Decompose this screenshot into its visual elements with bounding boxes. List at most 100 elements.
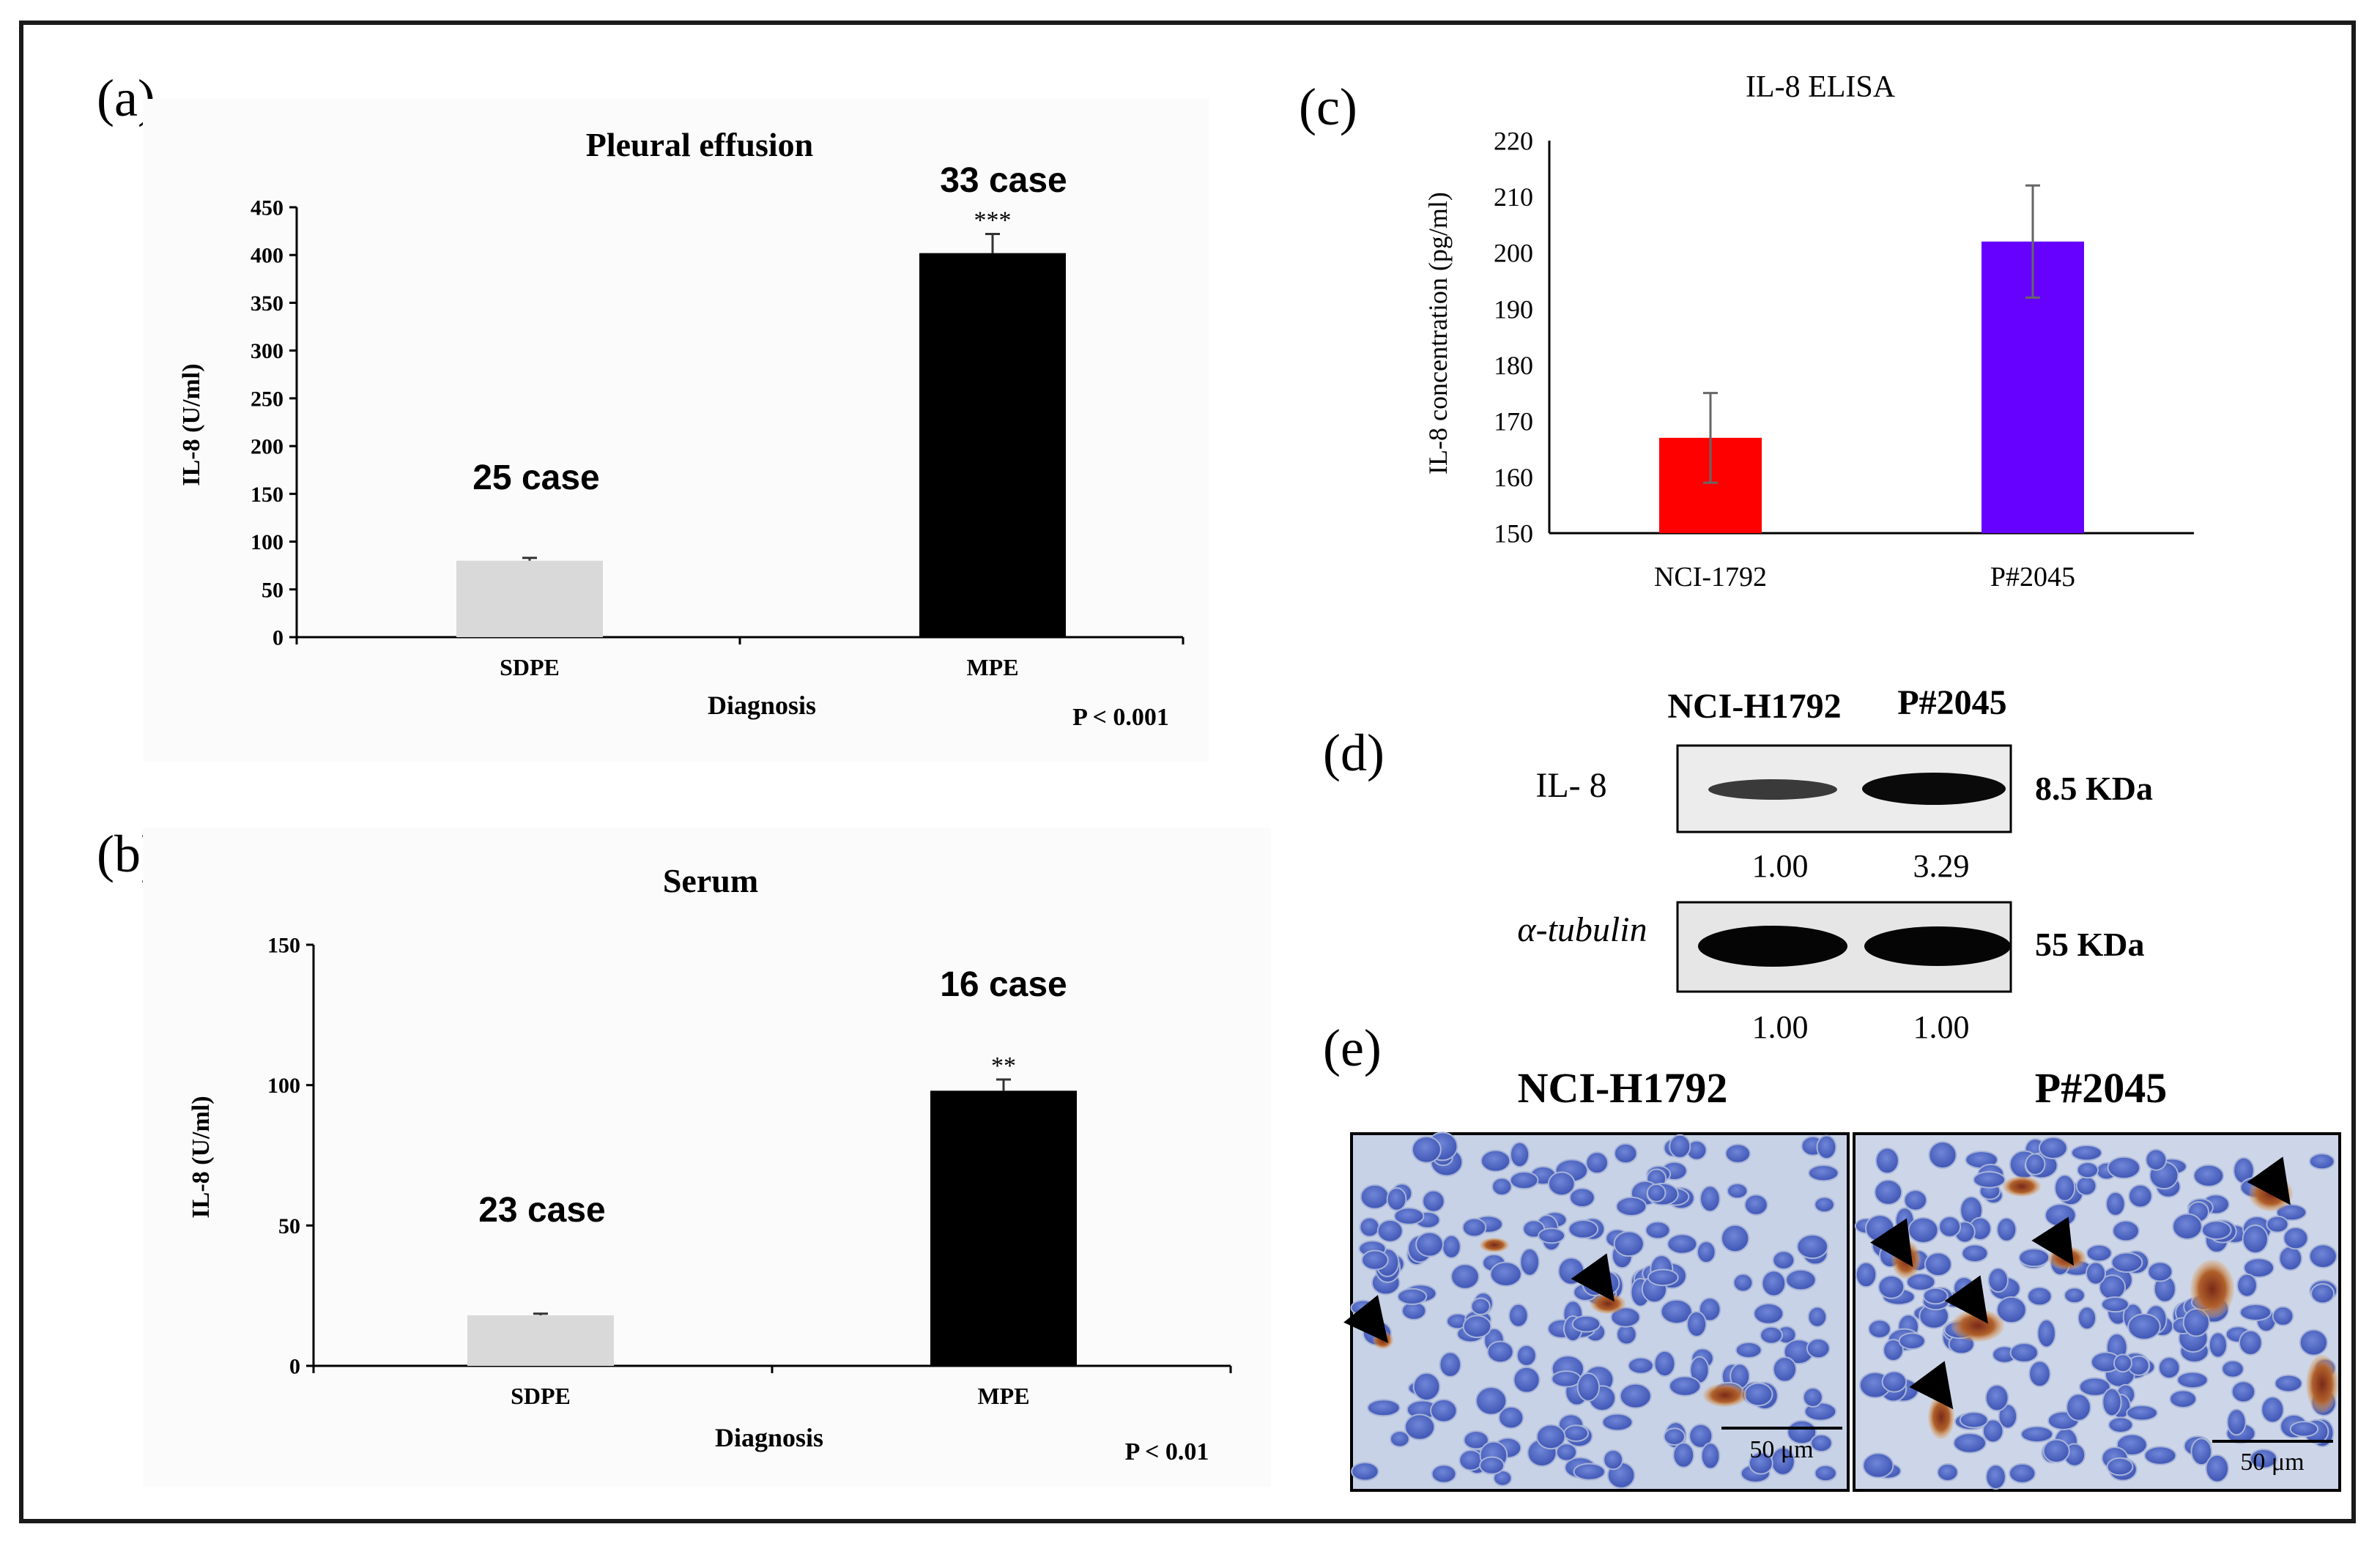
cell-nucleus [2107,1416,2134,1433]
stain-spot [2306,1355,2338,1413]
cell-nucleus [1493,1470,1513,1487]
arrow-icon [1909,1361,1954,1410]
stain-spot [1373,1331,1393,1349]
chart-c-ytick-label: 220 [1494,127,1533,156]
cell-nucleus [1814,1465,1837,1482]
chart-b-bar-MPE [930,1090,1077,1366]
cell-nucleus [1359,1216,1380,1238]
cell-nucleus [1508,1303,1529,1328]
arrow-icon [1870,1218,1913,1267]
cell-nucleus [1366,1399,1401,1417]
cell-nucleus [2085,1261,2106,1285]
cell-nucleus [1551,1370,1582,1388]
chart-a-ylabel: IL-8 (U/ml) [178,363,205,486]
cell-nucleus [1585,1151,1609,1175]
ihc-image-1: 50 μm [1343,1131,1850,1492]
cell-nucleus [2226,1408,2247,1436]
cell-nucleus [1924,1252,1952,1277]
cell-nucleus [1984,1384,2009,1412]
chart-b-ytick-label: 50 [278,1214,300,1238]
chart-b-case-label: 16 case [940,965,1067,1004]
cell-nucleus [2299,1329,2328,1356]
cell-nucleus [1513,1366,1541,1394]
cell-nucleus [1361,1249,1389,1271]
chart-b-title: Serum [663,862,758,899]
cell-nucleus [2283,1227,2309,1250]
wb-band-il8-1 [1708,779,1837,800]
chart-b: Serum 0 50 100 150 IL-8 (U/ml) SDPE 23 case MPE *… [188,862,1232,1465]
chart-c-title: IL-8 ELISA [1746,70,1896,104]
cell-nucleus [2239,1304,2272,1321]
cell-nucleus [2105,1191,2126,1216]
cell-nucleus [1874,1179,1903,1205]
cell-nucleus [1489,1261,1522,1287]
chart-a-ytick-label: 50 [262,578,283,602]
cell-nucleus [1422,1189,1445,1213]
cell-nucleus [2143,1446,2177,1465]
cell-nucleus [2106,1457,2134,1476]
cell-nucleus [2107,1156,2141,1180]
cell-nucleus [2036,1318,2056,1348]
cell-nucleus [1938,1216,1962,1238]
cell-nucleus [1386,1187,1407,1211]
chart-a-ytick-label: 450 [251,196,283,220]
chart-c-ytick-label: 180 [1494,351,1533,380]
cell-nucleus [1519,1247,1540,1277]
cell-nucleus [2020,1425,2054,1443]
cell-nucleus [1669,1134,1691,1159]
cell-nucleus [1996,1296,2027,1324]
cell-nucleus [2145,1148,2168,1171]
chart-c-ytick-label: 200 [1494,239,1533,268]
cell-nucleus [1646,1183,1667,1203]
chart-a-bar-MPE [919,253,1066,637]
wb-size-il8: 8.5 KDa [2035,770,2153,807]
cell-nucleus [1953,1277,1976,1300]
cell-nucleus [1663,1427,1686,1446]
cell-nucleus [2075,1175,2097,1196]
cell-nucleus [1486,1340,1514,1364]
cell-nucleus [1393,1207,1425,1225]
wb-quant-il8-1: 1.00 [1752,848,1809,884]
cell-nucleus [2110,1252,2143,1274]
cell-nucleus [2242,1225,2269,1255]
chart-b-case-label: 23 case [478,1191,606,1230]
cell-nucleus [1806,1338,1831,1359]
cell-nucleus [1898,1332,1926,1350]
stain-spot [1480,1238,1509,1252]
cell-nucleus [1563,1424,1590,1442]
cell-nucleus [1615,1196,1647,1216]
panel-label-d: (d) [1323,724,1384,782]
cell-nucleus [1576,1372,1601,1402]
cell-nucleus [2289,1421,2319,1438]
cell-nucleus [2027,1286,2053,1307]
cell-nucleus [1603,1449,1624,1471]
cell-nucleus [1475,1386,1508,1416]
chart-a-ytick-label: 300 [251,339,283,363]
stain-spot [2003,1176,2041,1197]
cell-nucleus [1696,1241,1716,1264]
chart-a-ytick-label: 200 [251,435,283,459]
cell-nucleus [1906,1272,1936,1291]
cell-nucleus [1807,1306,1828,1328]
western-blot: NCI-H1792 P#2045 IL- 8 8.5 KDa 1.00 3.29… [1517,683,2153,1045]
cell-nucleus [1360,1183,1390,1210]
cell-nucleus [1461,1217,1487,1238]
cell-nucleus [1748,1452,1773,1475]
cell-nucleus [1431,1464,1457,1484]
chart-b-xtick-label: SDPE [511,1383,571,1409]
cell-nucleus [1953,1432,1987,1454]
chart-b-ytick-label: 100 [267,1074,300,1098]
chart-b-ytick-label: 150 [267,934,300,958]
wb-row-label-tubulin: α-tubulin [1517,910,1647,949]
cell-nucleus [1810,1433,1833,1453]
chart-c-ytick-label: 170 [1494,406,1533,436]
cell-nucleus [1724,1143,1751,1164]
chart-b-bar-SDPE [467,1315,614,1366]
cell-nucleus [2243,1257,2275,1278]
chart-b-background [143,828,1271,1487]
cell-nucleus [1973,1170,2006,1189]
cell-nucleus [1785,1268,1817,1291]
cell-nucleus [1699,1185,1721,1213]
chart-b-xlabel: Diagnosis [715,1423,823,1452]
cell-nucleus [2077,1306,2097,1330]
